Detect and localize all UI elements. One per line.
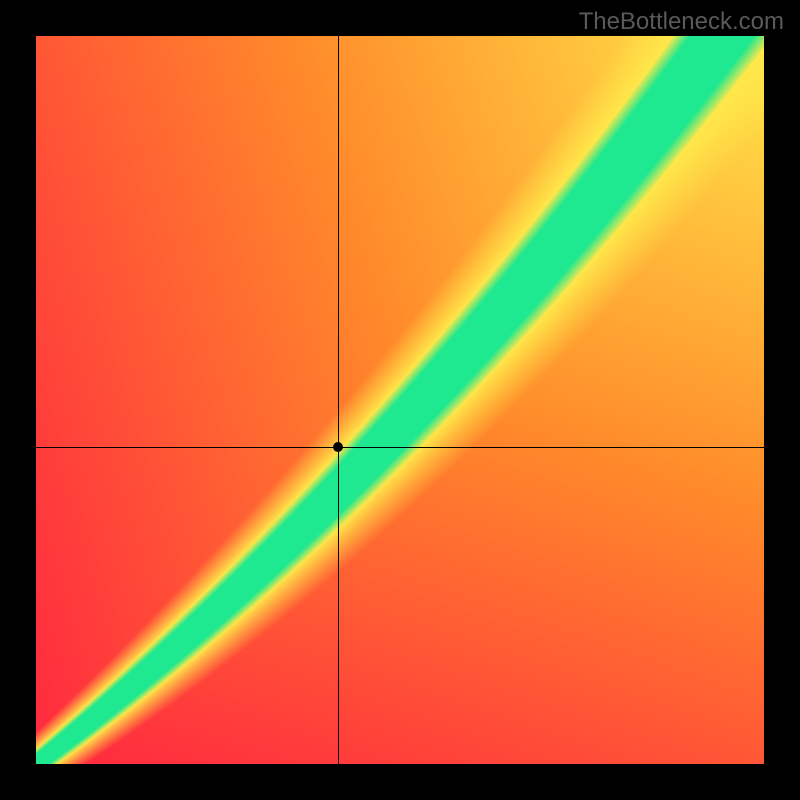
crosshair-vertical [338, 36, 339, 764]
heatmap-plot [36, 36, 764, 764]
crosshair-horizontal [36, 447, 764, 448]
chart-container: TheBottleneck.com [0, 0, 800, 800]
intersection-marker [333, 442, 343, 452]
watermark-text: TheBottleneck.com [579, 8, 784, 36]
heatmap-canvas [36, 36, 764, 764]
